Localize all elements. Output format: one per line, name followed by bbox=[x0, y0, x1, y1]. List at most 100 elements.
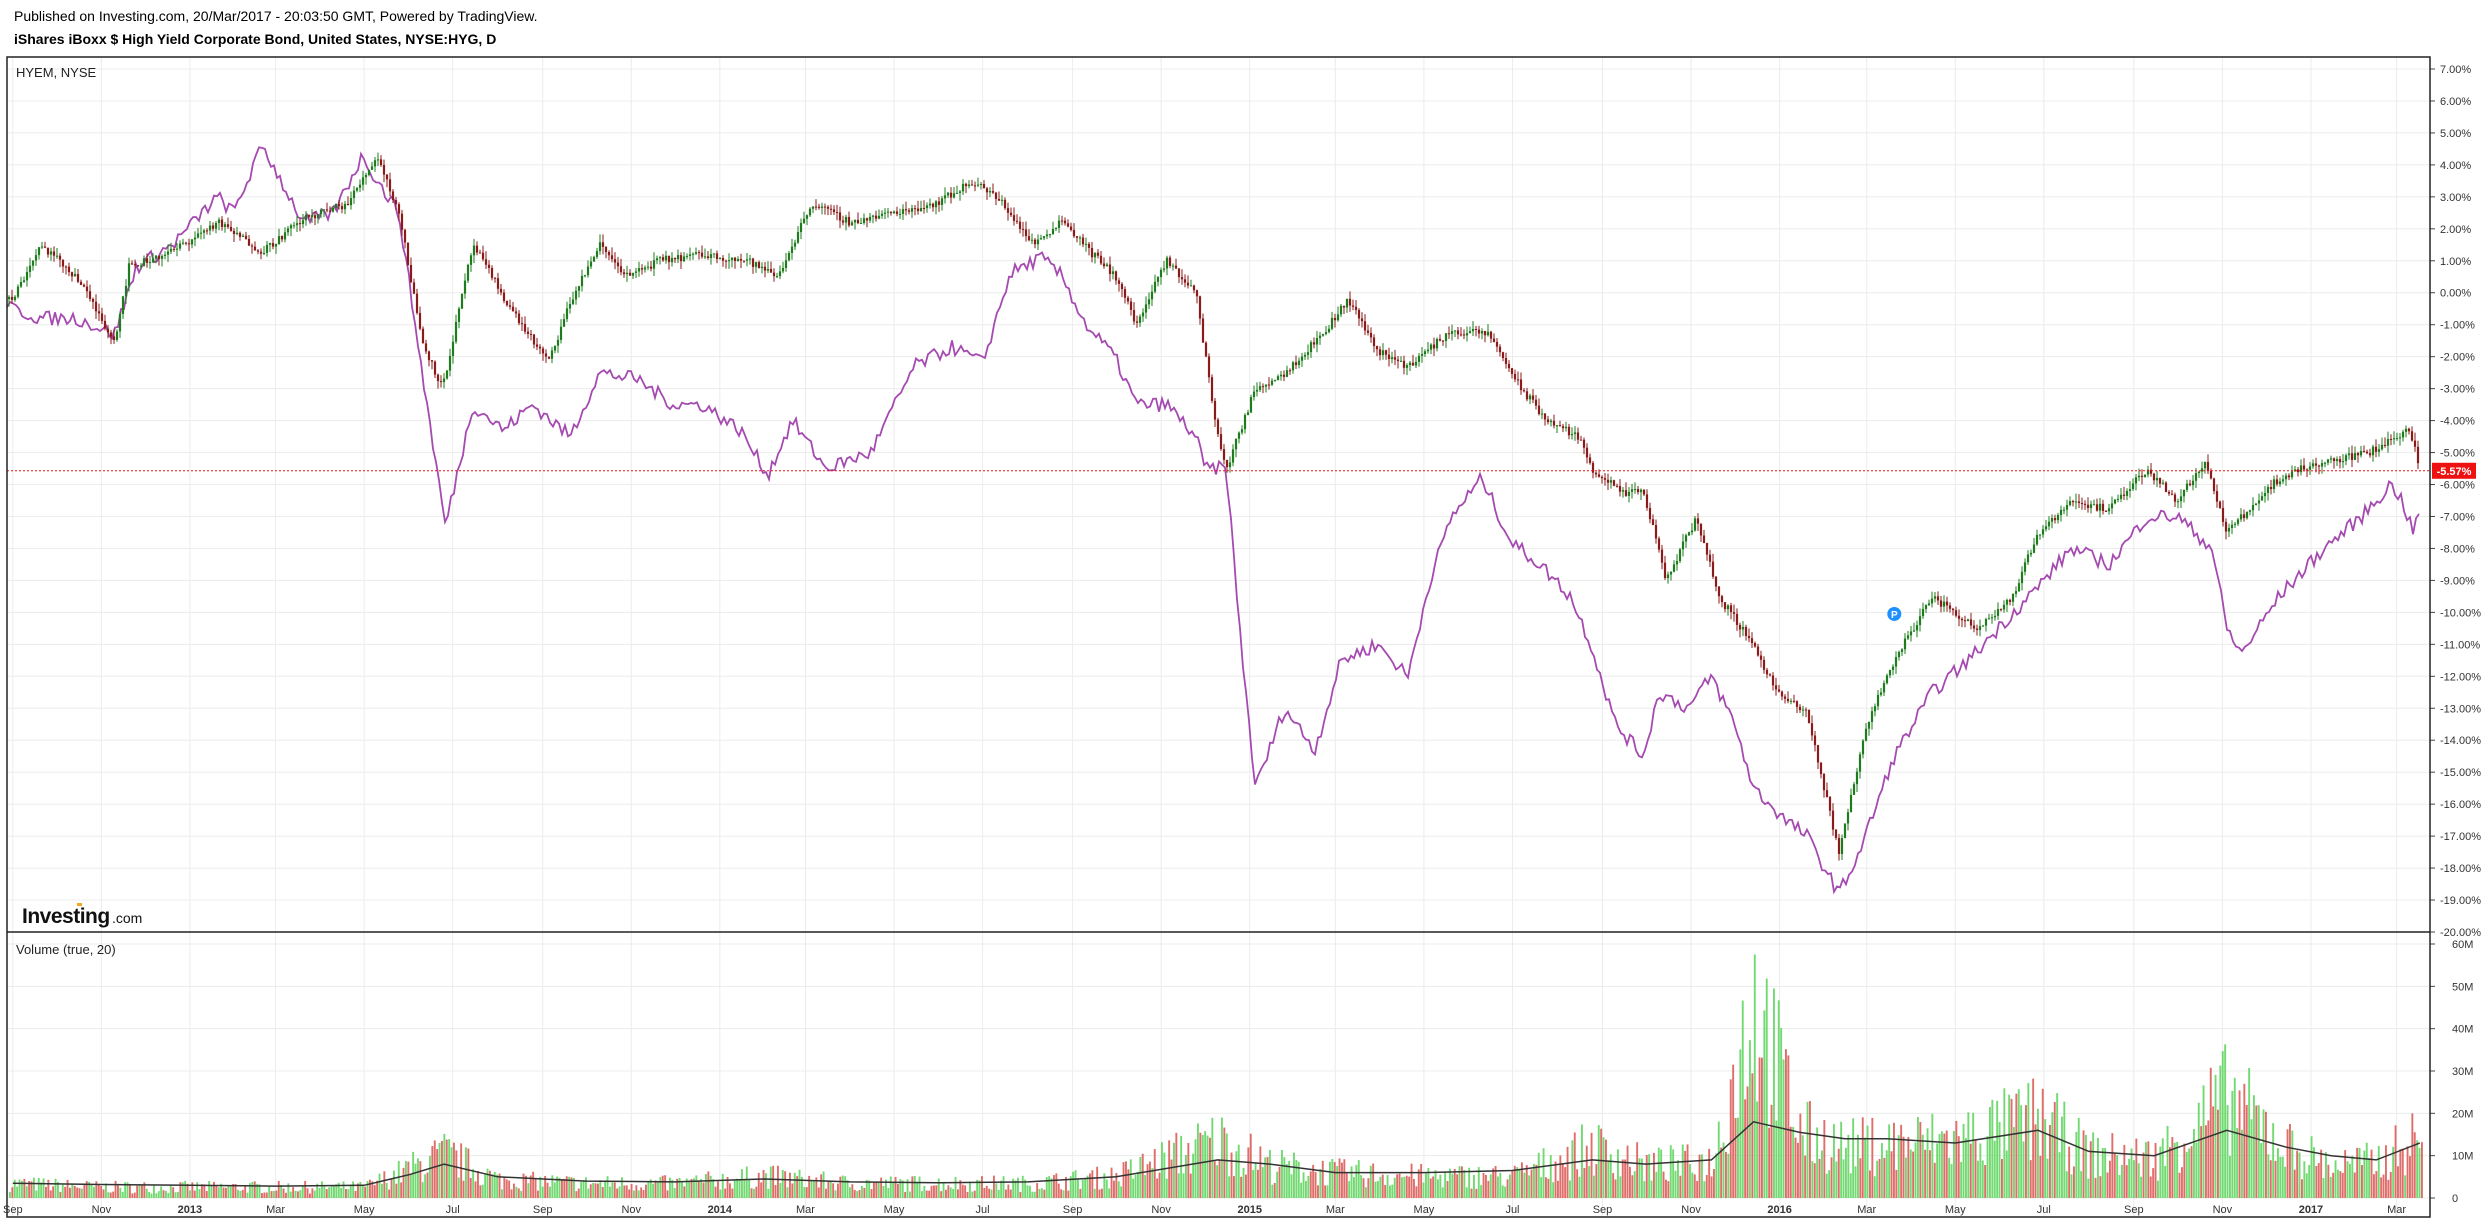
volume-bar bbox=[673, 1188, 676, 1198]
volume-bar bbox=[2164, 1165, 2167, 1198]
candle-body bbox=[2326, 459, 2330, 463]
volume-bar bbox=[2111, 1133, 2114, 1198]
volume-bar bbox=[1276, 1171, 1279, 1198]
candle-body bbox=[1576, 432, 1580, 440]
candle-body bbox=[1546, 419, 1550, 423]
candle-body bbox=[1024, 229, 1028, 237]
candle-body bbox=[1741, 626, 1745, 630]
volume-bar bbox=[498, 1173, 501, 1198]
candle-body bbox=[1249, 397, 1253, 413]
candle-body bbox=[2200, 468, 2204, 472]
candle-body bbox=[1747, 635, 1751, 639]
volume-bar bbox=[1197, 1123, 1199, 1198]
candle-body bbox=[934, 201, 938, 208]
candle-body bbox=[781, 267, 785, 272]
candle-body bbox=[1354, 306, 1358, 310]
candle-body bbox=[1540, 413, 1544, 415]
volume-bar bbox=[741, 1169, 743, 1198]
candle-body bbox=[52, 251, 56, 256]
volume-bar bbox=[503, 1177, 506, 1198]
candle-body bbox=[1816, 745, 1820, 763]
candle-body bbox=[760, 266, 764, 269]
x-tick-label: Nov bbox=[1151, 1204, 1171, 1216]
volume-bar bbox=[2332, 1172, 2335, 1198]
candle-body bbox=[703, 256, 707, 258]
volume-bar bbox=[37, 1177, 40, 1198]
candle-body bbox=[1003, 199, 1007, 209]
candle-body bbox=[2371, 446, 2375, 456]
volume-bar bbox=[1720, 1147, 1723, 1198]
volume-bar bbox=[2137, 1163, 2140, 1198]
volume-bar bbox=[669, 1177, 671, 1198]
volume-bar bbox=[2130, 1148, 2133, 1198]
candle-body bbox=[469, 255, 473, 265]
candle-body bbox=[1912, 630, 1916, 632]
volume-bar bbox=[1876, 1160, 1879, 1198]
volume-bar bbox=[246, 1192, 249, 1198]
candle-body bbox=[1822, 774, 1826, 791]
candle-body bbox=[1510, 368, 1514, 374]
candle-body bbox=[1021, 228, 1025, 230]
volume-bar bbox=[1936, 1143, 1939, 1198]
volume-bar bbox=[870, 1189, 873, 1198]
candle-body bbox=[2185, 483, 2189, 490]
candle-body bbox=[169, 248, 173, 252]
volume-bar bbox=[1235, 1151, 1238, 1198]
volume-bar bbox=[2363, 1150, 2366, 1198]
volume-bar bbox=[1168, 1140, 1171, 1198]
volume-bar bbox=[529, 1175, 532, 1198]
volume-bar bbox=[1662, 1171, 1665, 1198]
volume-bar bbox=[153, 1185, 155, 1198]
volume-bar bbox=[198, 1189, 201, 1198]
volume-bar bbox=[1602, 1137, 1605, 1198]
x-tick-label: May bbox=[884, 1204, 905, 1216]
candle-body bbox=[499, 288, 503, 293]
volume-bar bbox=[1573, 1132, 1576, 1198]
candle-body bbox=[1711, 561, 1715, 577]
candle-body bbox=[991, 191, 995, 193]
volume-bar bbox=[1002, 1176, 1005, 1198]
volume-bar bbox=[546, 1182, 549, 1198]
y-tick-label: -14.00% bbox=[2440, 735, 2481, 747]
candle-body bbox=[889, 211, 893, 214]
volume-bar bbox=[762, 1170, 765, 1198]
volume-bar bbox=[522, 1173, 525, 1198]
volume-bar bbox=[1597, 1125, 1600, 1198]
volume-bar bbox=[167, 1192, 170, 1198]
candle-body bbox=[1105, 264, 1109, 267]
volume-bar bbox=[1096, 1166, 1099, 1198]
volume-bar bbox=[1715, 1153, 1718, 1198]
volume-bar bbox=[2226, 1105, 2229, 1198]
candle-body bbox=[61, 259, 65, 267]
candle-body bbox=[835, 212, 839, 214]
y-tick-label: 0.00% bbox=[2440, 288, 2471, 300]
dividend-marker[interactable] bbox=[1887, 606, 1902, 621]
candle-body bbox=[1207, 356, 1211, 378]
candle-body bbox=[2074, 501, 2078, 503]
candle-body bbox=[1708, 554, 1712, 562]
candle-body bbox=[238, 232, 242, 237]
candle-body bbox=[1150, 291, 1154, 300]
volume-bar bbox=[1343, 1159, 1346, 1198]
candle-body bbox=[2314, 463, 2318, 466]
x-tick-label: Nov bbox=[2213, 1204, 2233, 1216]
volume-legend: Volume (true, 20) bbox=[16, 942, 116, 957]
volume-bar bbox=[1578, 1176, 1581, 1198]
volume-bar bbox=[947, 1185, 950, 1198]
candle-body bbox=[1777, 689, 1781, 692]
volume-bar bbox=[705, 1174, 707, 1198]
candle-body bbox=[1285, 370, 1289, 377]
volume-bar bbox=[35, 1190, 38, 1198]
volume-bar bbox=[1259, 1146, 1262, 1198]
candle-body bbox=[2143, 474, 2147, 477]
volume-bar bbox=[1384, 1185, 1387, 1198]
candle-body bbox=[1486, 331, 1490, 336]
volume-bar bbox=[1456, 1174, 1459, 1198]
candle-body bbox=[454, 321, 458, 342]
volume-bar bbox=[633, 1190, 635, 1198]
candle-body bbox=[520, 323, 524, 325]
candle-body bbox=[46, 247, 50, 255]
volume-bar bbox=[1641, 1158, 1643, 1198]
candle-body bbox=[1231, 449, 1235, 463]
